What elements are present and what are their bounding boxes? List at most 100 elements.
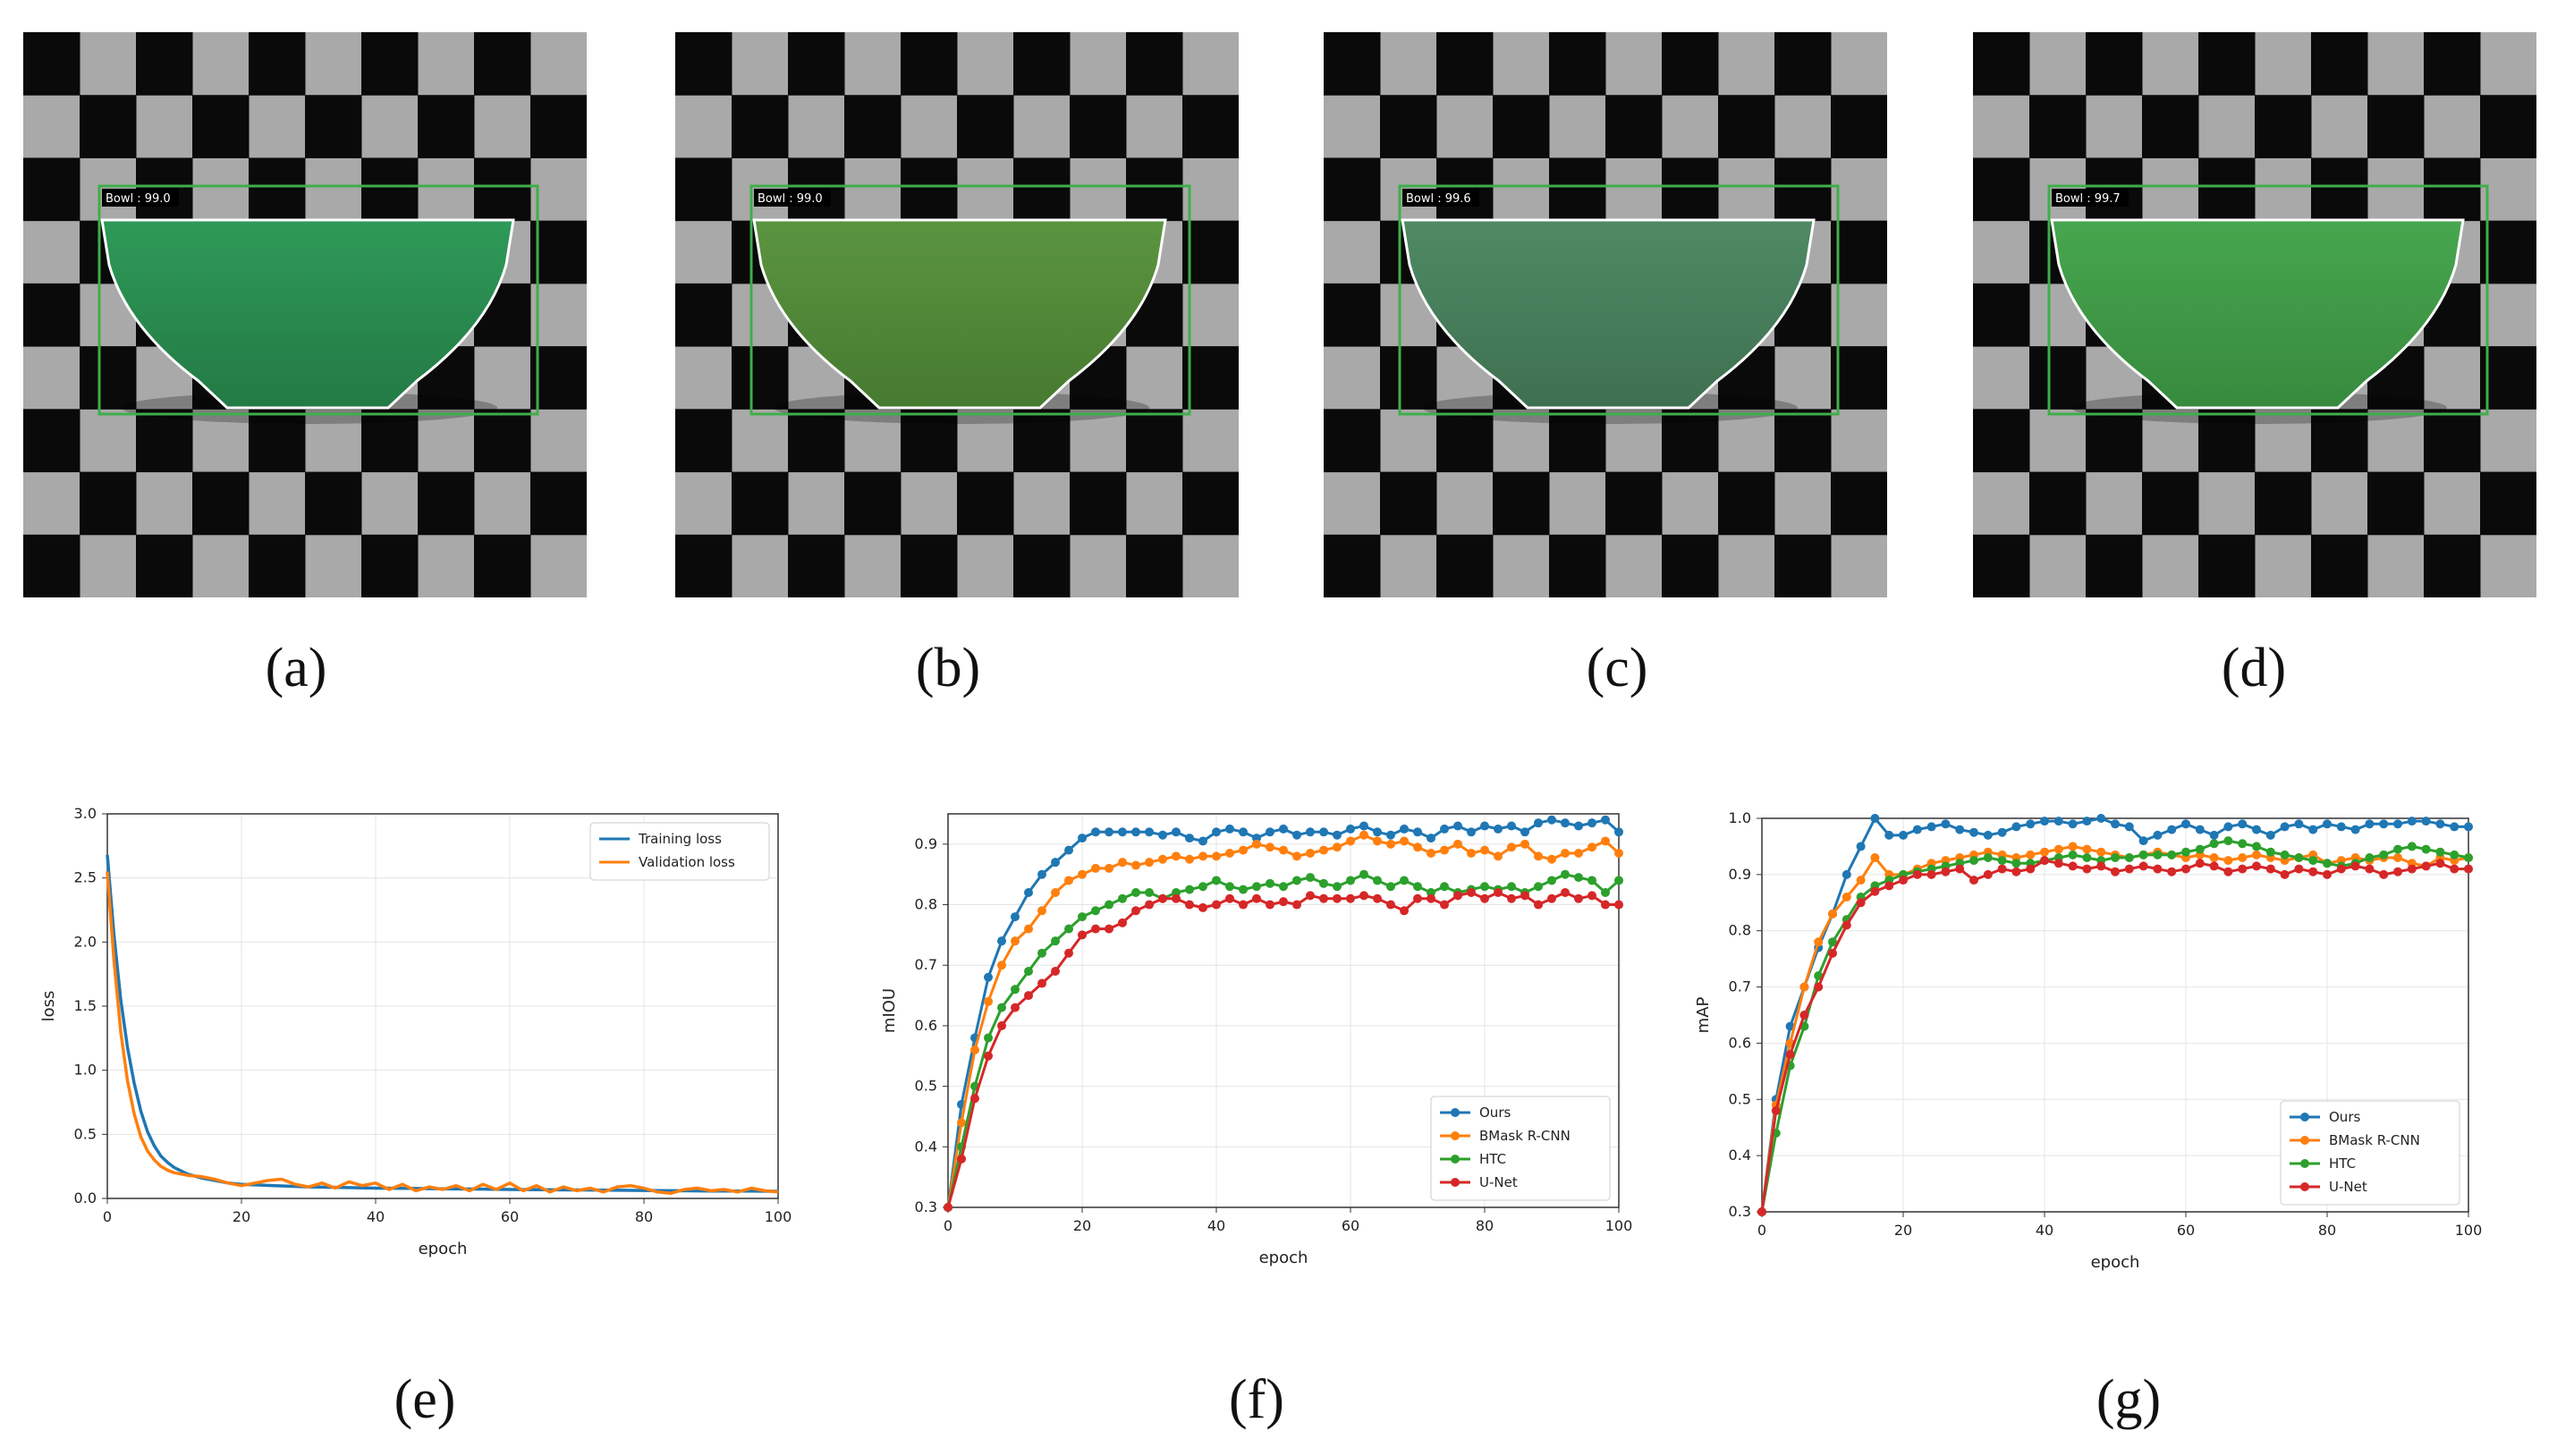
data-point bbox=[1983, 830, 1993, 840]
data-point bbox=[997, 1020, 1006, 1030]
y-tick-label: 0.6 bbox=[915, 1017, 937, 1034]
data-point bbox=[2336, 822, 2346, 832]
data-point bbox=[2053, 817, 2063, 826]
panel-d-label: (d) bbox=[2221, 638, 2287, 698]
data-point bbox=[1266, 900, 1274, 910]
data-point bbox=[2011, 867, 2021, 876]
data-point bbox=[2181, 847, 2190, 857]
bowl-mask bbox=[752, 218, 1167, 410]
data-point bbox=[1279, 845, 1288, 855]
data-point bbox=[1319, 878, 1328, 888]
data-point bbox=[2336, 864, 2346, 874]
data-point bbox=[2294, 853, 2304, 862]
data-point bbox=[2111, 819, 2120, 829]
data-point bbox=[1011, 1003, 1020, 1012]
data-point bbox=[1131, 827, 1140, 837]
data-point bbox=[1064, 924, 1073, 934]
data-point bbox=[2167, 867, 2177, 876]
y-tick-label: 0.7 bbox=[915, 956, 937, 973]
miou-chart: 0 20 40 60 80 100 0.3 0.4 0.5 0.6 0.7 0.8 0.9 epoch mI… bbox=[859, 796, 1646, 1297]
bowl-mask bbox=[100, 218, 515, 410]
data-point bbox=[2280, 869, 2290, 879]
data-point bbox=[2308, 856, 2318, 866]
data-point bbox=[1912, 825, 1922, 834]
data-point bbox=[1400, 836, 1409, 846]
data-point bbox=[1507, 882, 1516, 892]
legend-entry: BMask R-CNN bbox=[2329, 1132, 2420, 1148]
data-point bbox=[1828, 909, 1837, 918]
data-point bbox=[1319, 893, 1328, 903]
data-point bbox=[1400, 876, 1409, 885]
data-point bbox=[1534, 818, 1543, 828]
data-point bbox=[1386, 830, 1395, 840]
data-point bbox=[2111, 867, 2120, 876]
panel-c-image: Bowl : 99.6 bbox=[1324, 32, 1887, 597]
x-tick-label: 40 bbox=[1207, 1217, 1225, 1234]
bowl-photo: Bowl : 99.0 bbox=[23, 32, 587, 597]
data-point bbox=[1427, 849, 1435, 858]
data-point bbox=[2209, 853, 2219, 862]
data-point bbox=[1884, 881, 1894, 891]
chart-e-label: (e) bbox=[394, 1369, 456, 1430]
data-point bbox=[1574, 893, 1583, 903]
y-tick-label: 0.9 bbox=[1729, 866, 1751, 883]
data-point bbox=[1467, 827, 1476, 837]
loss-chart: 0 20 40 60 80 100 0.0 0.5 1.0 1.5 2.0 2.5 3.0 epoch lo… bbox=[18, 796, 805, 1297]
legend-entry: Validation loss bbox=[639, 854, 735, 870]
x-tick-label: 40 bbox=[2036, 1222, 2053, 1239]
data-point bbox=[1427, 893, 1435, 903]
data-point bbox=[1131, 860, 1140, 870]
x-tick-label: 40 bbox=[367, 1208, 385, 1225]
data-point bbox=[1198, 836, 1207, 846]
data-point bbox=[1828, 937, 1837, 947]
data-point bbox=[1359, 830, 1368, 840]
data-point bbox=[1926, 869, 1936, 879]
data-point bbox=[2011, 822, 2021, 832]
data-point bbox=[2011, 859, 2021, 868]
y-tick-label: 0.3 bbox=[1729, 1203, 1751, 1220]
data-point bbox=[1601, 888, 1610, 897]
data-point bbox=[1024, 888, 1033, 897]
data-point bbox=[2082, 844, 2092, 854]
data-point bbox=[2280, 850, 2290, 859]
data-point bbox=[1799, 982, 1809, 992]
data-point bbox=[1494, 888, 1503, 897]
y-tick-label: 2.0 bbox=[74, 933, 97, 950]
data-point bbox=[1306, 873, 1315, 883]
data-point bbox=[1507, 821, 1516, 831]
data-point bbox=[1198, 902, 1207, 912]
data-point bbox=[1494, 824, 1503, 834]
data-point bbox=[2435, 819, 2445, 829]
data-point bbox=[2209, 830, 2219, 840]
data-point bbox=[1899, 830, 1908, 840]
data-point bbox=[1899, 876, 1908, 885]
data-point bbox=[1480, 882, 1489, 892]
data-point bbox=[1983, 869, 1993, 879]
data-point bbox=[1131, 906, 1140, 916]
x-tick-label: 80 bbox=[1476, 1217, 1494, 1234]
data-point bbox=[1158, 830, 1167, 840]
data-point bbox=[1588, 818, 1596, 828]
bowl-mask bbox=[1401, 218, 1816, 410]
data-point bbox=[1145, 888, 1154, 897]
data-point bbox=[1172, 893, 1181, 903]
data-point bbox=[2124, 822, 2134, 832]
data-point bbox=[2323, 869, 2332, 879]
data-point bbox=[1064, 845, 1073, 855]
data-point bbox=[1024, 967, 1033, 976]
data-point bbox=[1413, 827, 1422, 837]
data-point bbox=[2181, 819, 2190, 829]
data-point bbox=[1561, 849, 1570, 858]
bowl-mask bbox=[2050, 218, 2465, 410]
series-line-validation-loss bbox=[106, 871, 779, 1196]
data-point bbox=[1842, 869, 1851, 879]
data-point bbox=[1507, 893, 1516, 903]
data-point bbox=[1574, 873, 1583, 883]
legend-entry: HTC bbox=[1479, 1151, 1506, 1167]
data-point bbox=[2124, 853, 2134, 862]
data-point bbox=[1185, 885, 1194, 894]
panel-b-image: Bowl : 99.0 bbox=[675, 32, 1239, 597]
data-point bbox=[2195, 859, 2205, 868]
data-point bbox=[1078, 912, 1087, 922]
data-point bbox=[1225, 893, 1234, 903]
